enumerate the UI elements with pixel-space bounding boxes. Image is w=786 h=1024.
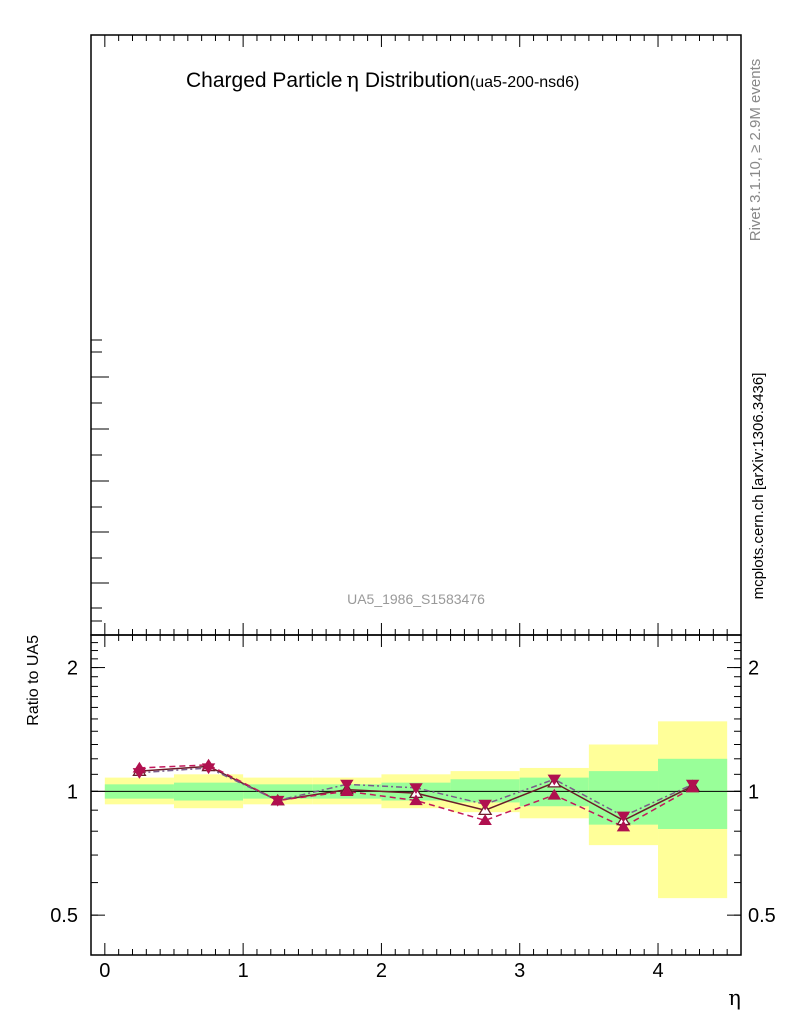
- x-tick-label: 0: [99, 960, 110, 982]
- data-point-marker: [685, 779, 700, 791]
- x-tick-label: 3: [514, 960, 525, 982]
- x-axis-label: η: [728, 986, 741, 1010]
- inner-band-bin: [450, 779, 520, 803]
- data-point-marker: [201, 763, 216, 775]
- data-point-marker: [409, 794, 423, 806]
- uncertainty-bands: [104, 721, 728, 899]
- main-plot-frame: [90, 34, 742, 636]
- y-tick-label: 0.5: [748, 905, 776, 927]
- y-tick-label: 1: [67, 781, 78, 803]
- chart-title-tag: (ua5-200-nsd6): [470, 74, 579, 91]
- mcplots-label: mcplots.cern.ch [arXiv:1306.3436]: [750, 373, 767, 600]
- data-point-marker: [478, 814, 492, 825]
- ratio-plot-frame: [90, 634, 742, 956]
- rivet-version-label: Rivet 3.1.10, ≥ 2.9M events: [747, 59, 764, 242]
- data-point-marker: [340, 779, 354, 791]
- main-plot-ticks: [91, 339, 109, 622]
- watermark-label: UA5_1986_S1583476: [347, 591, 485, 607]
- y-axis-label: Ratio to UA5: [25, 635, 42, 726]
- data-point-marker: [409, 783, 423, 794]
- series-line: [139, 764, 693, 828]
- x-tick-label: 2: [376, 960, 387, 982]
- inner-band-bin: [658, 758, 728, 829]
- y-tick-label: 2: [67, 658, 78, 680]
- data-point-marker: [132, 768, 147, 779]
- mc-series: [132, 758, 700, 832]
- y-tick-label: 2: [748, 658, 759, 680]
- ratio-panel: 0 1 2 3 4 0.5 0.5 1 1 2 2: [50, 35, 776, 982]
- data-point-marker: [270, 795, 285, 807]
- chart-title-main: Charged Particle: [186, 69, 342, 92]
- data-point-marker: [478, 799, 492, 811]
- x-tick-label: 4: [652, 960, 663, 982]
- data-point-marker: [616, 820, 631, 832]
- data-point-marker: [340, 785, 354, 796]
- tick-labels: 0 1 2 3 4 0.5 0.5 1 1 2 2: [50, 658, 776, 982]
- data-point-marker: [616, 811, 631, 823]
- ratio-plot-ticks: [91, 35, 741, 956]
- y-tick-label: 1: [748, 781, 759, 803]
- chart-title: Charged Particle η Distribution(ua5-200-n…: [186, 68, 579, 92]
- chart-title-tail: Distribution: [359, 69, 470, 92]
- chart-title-symbol: η: [346, 68, 359, 92]
- y-tick-label: 0.5: [50, 905, 78, 927]
- data-point-marker: [547, 788, 562, 800]
- x-tick-label: 1: [238, 960, 249, 982]
- data-point-marker: [547, 774, 562, 786]
